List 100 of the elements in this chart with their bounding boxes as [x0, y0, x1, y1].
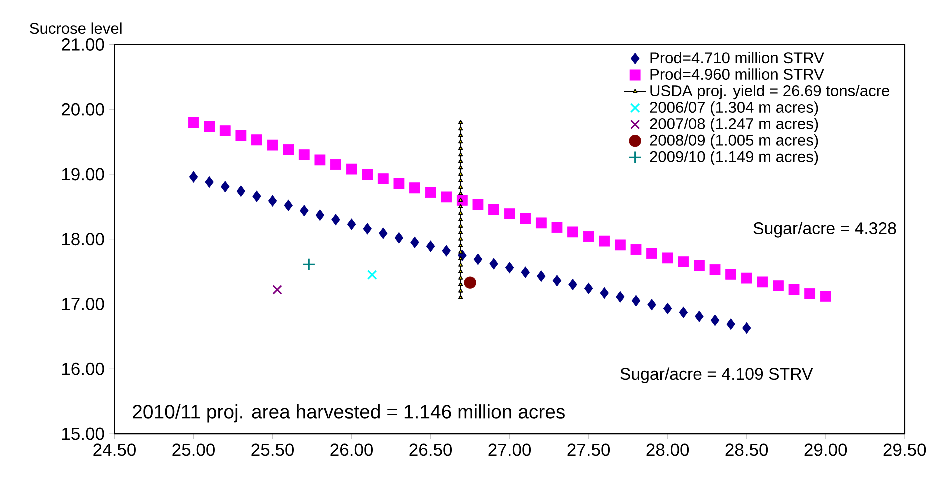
point	[284, 200, 293, 212]
x-tick-label: 24.50	[94, 444, 136, 456]
point	[504, 208, 516, 220]
point	[458, 192, 464, 196]
point	[302, 258, 316, 272]
point	[568, 227, 578, 238]
point	[458, 276, 464, 280]
point	[710, 264, 721, 276]
point	[458, 172, 464, 176]
legend-label: 2007/08 (1.247 m acres)	[650, 118, 818, 133]
point	[583, 232, 594, 242]
legend-label: 2006/07 (1.304 m acres)	[650, 102, 818, 116]
point	[252, 191, 262, 202]
point	[458, 133, 464, 138]
point	[742, 322, 752, 334]
x-tick-label: 26.50	[410, 444, 452, 456]
point	[362, 169, 374, 180]
point	[662, 252, 674, 264]
point	[458, 282, 464, 287]
point	[694, 260, 705, 272]
annotation: Sugar/acre = 4.328	[754, 222, 896, 238]
point	[458, 166, 464, 170]
x-tick-label: 28.50	[726, 444, 768, 456]
point	[568, 279, 578, 291]
point	[741, 273, 752, 284]
point	[646, 248, 658, 260]
point	[616, 292, 625, 304]
y-tick-label: 18.00	[62, 233, 104, 246]
x-tick-label: 26.00	[330, 444, 374, 456]
point	[458, 244, 464, 248]
point	[272, 285, 282, 296]
legend-label: Prod=4.710 million STRV	[650, 52, 824, 64]
point	[458, 159, 464, 164]
point	[442, 246, 451, 257]
point	[679, 307, 688, 319]
point	[426, 241, 436, 252]
x-tick-label: 25.50	[252, 444, 294, 456]
point	[346, 164, 358, 175]
point	[410, 237, 420, 249]
point	[552, 222, 563, 234]
point	[221, 181, 230, 193]
point	[710, 314, 720, 326]
point	[632, 296, 641, 307]
point	[505, 262, 514, 274]
point	[268, 196, 278, 208]
point	[458, 224, 464, 228]
point	[332, 214, 340, 226]
x-tick-label: 25.00	[172, 444, 215, 456]
y-tick-label: 17.00	[62, 298, 104, 311]
point	[464, 276, 476, 290]
y-tick-label: 16.00	[62, 363, 104, 376]
x-tick-label: 28.00	[646, 444, 690, 456]
point	[300, 205, 309, 217]
point	[458, 211, 464, 216]
point	[552, 275, 562, 287]
point	[600, 288, 609, 300]
point	[520, 213, 532, 224]
point	[726, 269, 737, 280]
point	[298, 150, 310, 161]
point	[458, 146, 464, 150]
x-tick-label: 29.00	[804, 444, 848, 456]
point	[536, 218, 547, 229]
point	[394, 232, 404, 244]
point	[664, 303, 672, 315]
point	[458, 288, 464, 294]
x-tick-label: 27.00	[488, 444, 532, 456]
point	[441, 192, 452, 203]
point	[458, 204, 464, 209]
point	[788, 284, 800, 296]
point	[205, 176, 214, 188]
annotation: 2010/11 proj. area harvested = 1.146 million acres	[133, 404, 565, 423]
legend-label: 2009/10 (1.149 m acres)	[650, 151, 818, 166]
y-tick-label: 15.00	[62, 428, 104, 440]
point	[695, 311, 704, 323]
point	[347, 218, 356, 230]
point	[283, 144, 294, 156]
point	[458, 218, 464, 222]
point	[773, 280, 784, 292]
point	[521, 266, 530, 278]
y-tick-label: 21.00	[62, 38, 104, 52]
point	[220, 126, 231, 137]
point	[458, 198, 464, 202]
point	[458, 295, 464, 300]
legend-label: USDA proj. yield = 26.69 tons/acre	[650, 85, 890, 100]
point	[316, 210, 325, 222]
point	[537, 270, 546, 282]
y-tick-label: 19.00	[62, 168, 104, 181]
point	[425, 187, 436, 198]
point	[252, 134, 262, 146]
x-tick-label: 29.50	[884, 444, 926, 456]
point	[458, 140, 464, 144]
point	[236, 186, 246, 198]
point	[458, 269, 464, 274]
point	[490, 258, 498, 270]
point	[267, 140, 278, 151]
point	[314, 155, 326, 166]
point	[804, 288, 816, 300]
y-axis-title: Sucrose level	[30, 22, 122, 34]
point	[458, 256, 464, 261]
point	[458, 250, 464, 254]
